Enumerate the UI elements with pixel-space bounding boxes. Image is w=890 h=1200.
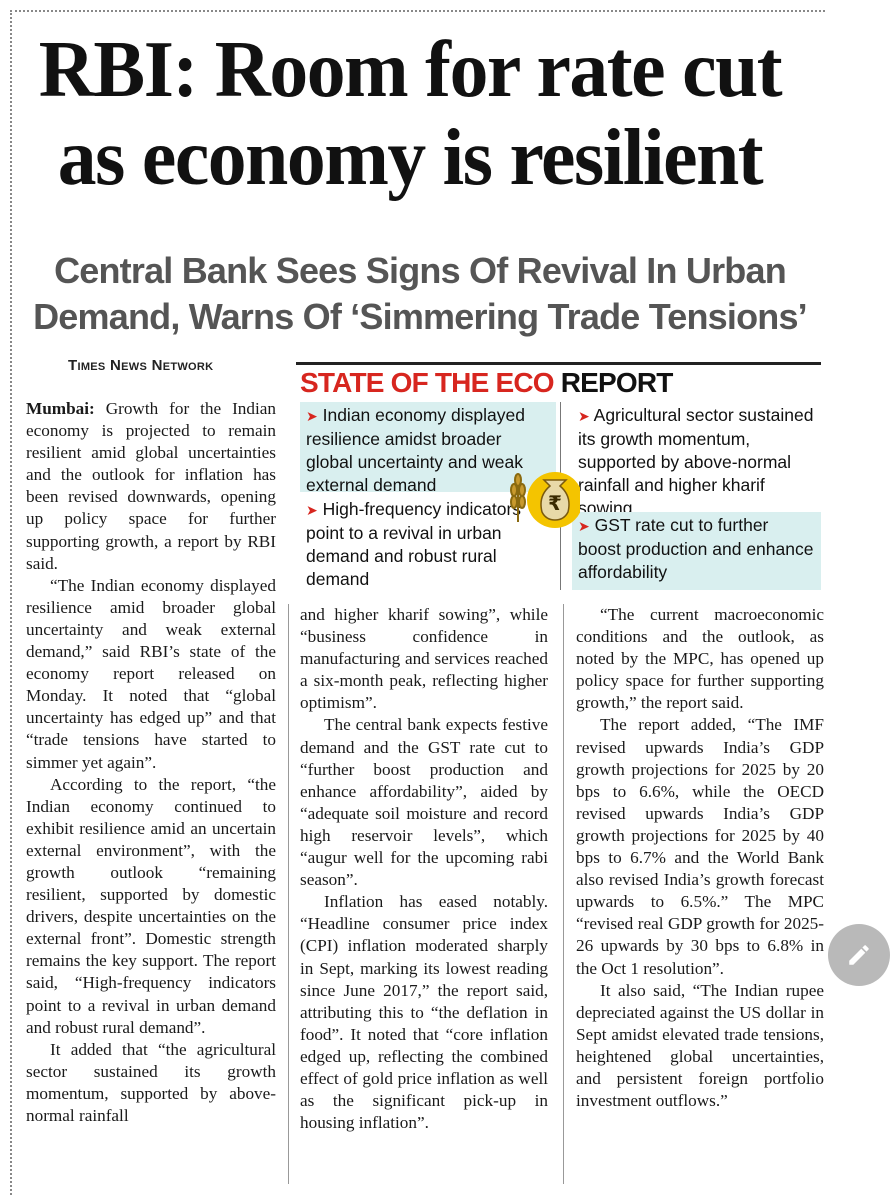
paragraph: Inflation has eased notably. “Headline c…: [300, 892, 548, 1133]
infobox-title-red: STATE OF THE ECO: [300, 367, 555, 398]
wheat-and-coin-icon: ₹: [510, 472, 580, 528]
top-dotted-border: [10, 10, 825, 12]
paragraph: Mumbai: Growth for the Indian economy is…: [26, 398, 276, 575]
infobox-title: STATE OF THE ECO REPORT: [300, 368, 673, 398]
infobox-point: ➤ High-frequency indicators point to a r…: [300, 496, 556, 590]
byline: Times News Network: [68, 357, 214, 374]
arrow-icon: ➤: [306, 502, 318, 518]
arrow-icon: ➤: [578, 518, 590, 534]
pencil-icon: [849, 945, 869, 965]
article-column-3: “The current macroeconomic conditions an…: [576, 604, 824, 1112]
rupee-symbol: ₹: [548, 491, 562, 515]
state-of-economy-infobox: STATE OF THE ECO REPORT ➤ Indian economy…: [296, 362, 821, 590]
paragraph: and higher kharif sowing”, while “busine…: [300, 605, 548, 713]
infobox-top-rule: [296, 362, 821, 365]
paragraph-text: Growth for the Indian economy is project…: [26, 399, 276, 573]
article-column-1: Mumbai: Growth for the Indian economy is…: [26, 398, 276, 1127]
infobox-point: ➤ Indian economy displayed resilience am…: [300, 402, 556, 495]
paragraph: The report added, “The IMF revised upwar…: [576, 715, 824, 978]
paragraph: “The current macroeconomic conditions an…: [576, 605, 824, 713]
arrow-icon: ➤: [306, 408, 318, 424]
infobox-point-text: High-frequency indicators point to a rev…: [306, 499, 522, 589]
infobox-point: ➤ Agricultural sector sustained its grow…: [572, 402, 821, 518]
paragraph: The central bank expects festive demand …: [300, 715, 548, 890]
edit-button[interactable]: [828, 924, 890, 986]
column-divider: [288, 604, 289, 1184]
arrow-icon: ➤: [578, 408, 590, 424]
infobox-point-text: Agricultural sector sustained its growth…: [578, 405, 814, 518]
column-divider: [563, 604, 564, 1184]
subheadline: Central Bank Sees Signs Of Revival In Ur…: [33, 250, 808, 337]
infobox-point: ➤ GST rate cut to further boost producti…: [572, 512, 821, 590]
paragraph: According to the report, “the Indian eco…: [26, 774, 276, 1037]
article-column-2: and higher kharif sowing”, while “busine…: [300, 604, 548, 1134]
paragraph: It also said, “The Indian rupee deprecia…: [576, 980, 824, 1111]
left-dotted-border: [10, 10, 12, 1195]
infobox-point-text: GST rate cut to further boost production…: [578, 515, 814, 582]
paragraph: “The Indian economy displayed resilience…: [26, 575, 276, 772]
infobox-point-text: Indian economy displayed resilience amid…: [306, 405, 525, 495]
headline: RBI: Room for rate cut as economy is res…: [38, 26, 783, 202]
paragraph: It added that “the agricultural sector s…: [26, 1039, 276, 1125]
dateline: Mumbai:: [26, 399, 95, 418]
infobox-title-black: REPORT: [560, 367, 674, 398]
